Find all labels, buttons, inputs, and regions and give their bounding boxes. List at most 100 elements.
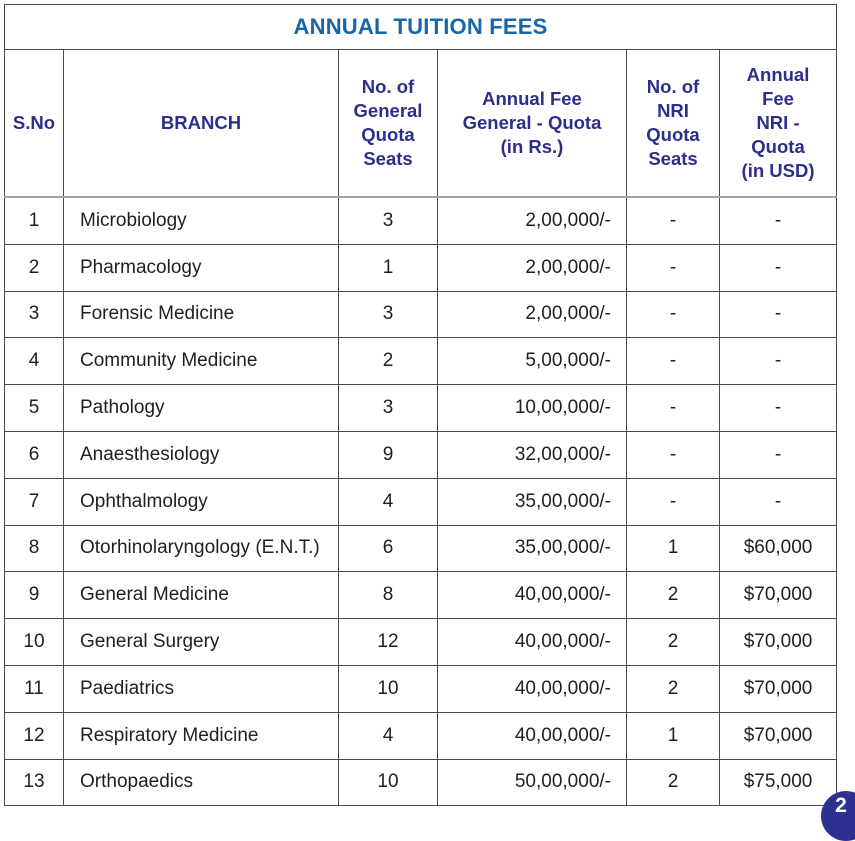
table-row: 3 Forensic Medicine 3 2,00,000/- - - (4, 290, 838, 339)
cell-gen_seats: 12 (338, 618, 438, 666)
cell-sno: 11 (4, 664, 64, 713)
cell-nri_seats: 2 (626, 664, 720, 713)
cell-branch: Paediatrics (63, 664, 339, 713)
cell-nri_seats: 1 (626, 711, 720, 760)
table-row: 4 Community Medicine 2 5,00,000/- - - (4, 337, 838, 386)
table-row: 1 Microbiology 3 2,00,000/- - - (4, 196, 838, 245)
cell-nri_seats: - (626, 196, 720, 245)
cell-sno: 2 (4, 243, 64, 292)
cell-branch: Ophthalmology (63, 477, 339, 526)
cell-branch: Pathology (63, 384, 339, 432)
table-title-row: ANNUAL TUITION FEES (3, 4, 838, 50)
cell-nri_seats: 2 (626, 618, 720, 666)
cell-nri_seats: - (626, 477, 720, 526)
cell-sno: 7 (4, 477, 64, 526)
table-row: 10 General Surgery 12 40,00,000/- 2 $70,000 (4, 618, 838, 666)
table-row: 7 Ophthalmology 4 35,00,000/- - - (4, 477, 838, 526)
column-header-sno: S.No (4, 49, 64, 198)
cell-nri_seats: - (626, 290, 720, 339)
cell-sno: 6 (4, 430, 64, 479)
table-row: 13 Orthopaedics 10 50,00,000/- 2 $75,000 (4, 758, 838, 807)
cell-nri_fee: - (718, 384, 838, 432)
page-number: 2 (835, 794, 847, 817)
table-row: 8 Otorhinolaryngology (E.N.T.) 6 35,00,000/… (4, 524, 838, 573)
cell-sno: 5 (4, 384, 64, 432)
cell-nri_seats: - (626, 243, 720, 292)
cell-gen_fee: 5,00,000/- (437, 337, 627, 386)
cell-nri_fee: - (718, 290, 838, 339)
table-row: 2 Pharmacology 1 2,00,000/- - - (4, 243, 838, 292)
cell-nri_fee: - (718, 337, 838, 386)
cell-nri_seats: 2 (626, 758, 720, 807)
cell-gen_fee: 35,00,000/- (437, 477, 627, 526)
annual-tuition-fees-table: ANNUAL TUITION FEES S.No BRANCH No. of Gen… (3, 4, 838, 807)
cell-nri_fee: - (718, 196, 838, 245)
cell-gen_fee: 40,00,000/- (437, 618, 627, 666)
cell-nri_fee: - (718, 430, 838, 479)
cell-nri_seats: - (626, 337, 720, 386)
cell-nri_seats: 1 (626, 524, 720, 573)
cell-branch: Otorhinolaryngology (E.N.T.) (63, 524, 339, 573)
cell-nri_fee: - (718, 243, 838, 292)
cell-gen_fee: 32,00,000/- (437, 430, 627, 479)
cell-gen_seats: 10 (338, 758, 438, 807)
cell-sno: 12 (4, 711, 64, 760)
cell-sno: 10 (4, 618, 64, 666)
cell-gen_fee: 35,00,000/- (437, 524, 627, 573)
cell-branch: Community Medicine (63, 337, 339, 386)
cell-nri_fee: $70,000 (718, 664, 838, 713)
table-row: 6 Anaesthesiology 9 32,00,000/- - - (4, 430, 838, 479)
cell-nri_fee: $75,000 (718, 758, 838, 807)
table-row: 12 Respiratory Medicine 4 40,00,000/- 1 $70,0… (4, 711, 838, 760)
cell-nri_fee: $70,000 (718, 618, 838, 666)
table-row: 5 Pathology 3 10,00,000/- - - (4, 384, 838, 432)
table-body: 1 Microbiology 3 2,00,000/- - -2 Pharmacology 1… (4, 196, 838, 807)
cell-branch: General Medicine (63, 571, 339, 620)
table-row: 11 Paediatrics 10 40,00,000/- 2 $70,000 (4, 664, 838, 713)
cell-gen_seats: 3 (338, 196, 438, 245)
cell-nri_seats: - (626, 384, 720, 432)
cell-nri_seats: 2 (626, 571, 720, 620)
cell-nri_seats: - (626, 430, 720, 479)
table-row: 9 General Medicine 8 40,00,000/- 2 $70,000 (4, 571, 838, 620)
cell-sno: 13 (4, 758, 64, 807)
table-title: ANNUAL TUITION FEES (3, 4, 838, 50)
cell-gen_seats: 9 (338, 430, 438, 479)
cell-gen_seats: 10 (338, 664, 438, 713)
cell-gen_fee: 10,00,000/- (437, 384, 627, 432)
cell-nri_fee: $70,000 (718, 711, 838, 760)
cell-gen_fee: 40,00,000/- (437, 664, 627, 713)
cell-gen_seats: 2 (338, 337, 438, 386)
table-header-row: S.No BRANCH No. of General Quota Seats Annu… (4, 49, 838, 198)
cell-gen_seats: 3 (338, 384, 438, 432)
cell-gen_fee: 50,00,000/- (437, 758, 627, 807)
cell-gen_fee: 2,00,000/- (437, 290, 627, 339)
cell-gen_seats: 4 (338, 711, 438, 760)
cell-nri_fee: $60,000 (718, 524, 838, 573)
cell-nri_fee: - (718, 477, 838, 526)
cell-branch: Anaesthesiology (63, 430, 339, 479)
cell-branch: General Surgery (63, 618, 339, 666)
column-header-nri_seats: No. of NRI Quota Seats (626, 49, 720, 198)
cell-gen_seats: 8 (338, 571, 438, 620)
cell-sno: 9 (4, 571, 64, 620)
cell-branch: Pharmacology (63, 243, 339, 292)
cell-gen_seats: 3 (338, 290, 438, 339)
cell-gen_seats: 1 (338, 243, 438, 292)
cell-sno: 1 (4, 196, 64, 245)
cell-branch: Respiratory Medicine (63, 711, 339, 760)
cell-gen_seats: 6 (338, 524, 438, 573)
cell-gen_fee: 40,00,000/- (437, 711, 627, 760)
column-header-gen_fee: Annual Fee General - Quota (in Rs.) (437, 49, 627, 198)
cell-gen_seats: 4 (338, 477, 438, 526)
cell-sno: 8 (4, 524, 64, 573)
cell-branch: Orthopaedics (63, 758, 339, 807)
column-header-nri_fee: Annual Fee NRI - Quota (in USD) (718, 49, 838, 198)
column-header-gen_seats: No. of General Quota Seats (338, 49, 438, 198)
cell-gen_fee: 2,00,000/- (437, 243, 627, 292)
cell-branch: Microbiology (63, 196, 339, 245)
cell-gen_fee: 2,00,000/- (437, 196, 627, 245)
cell-branch: Forensic Medicine (63, 290, 339, 339)
cell-sno: 4 (4, 337, 64, 386)
cell-sno: 3 (4, 290, 64, 339)
